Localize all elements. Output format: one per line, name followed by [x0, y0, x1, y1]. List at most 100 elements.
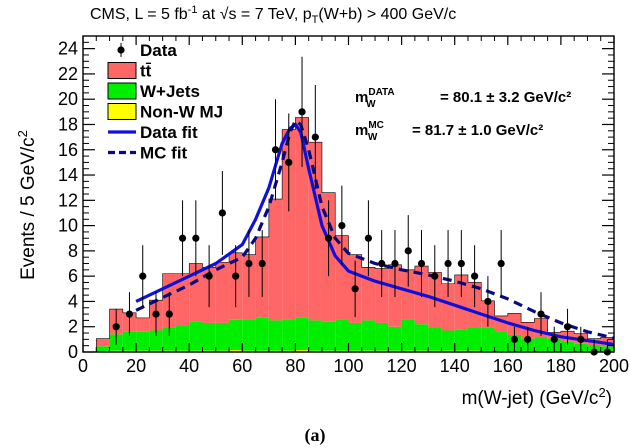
x-tick-label-9: 180	[546, 356, 576, 376]
bar-1-4	[149, 330, 163, 351]
bar-1-7	[189, 321, 203, 351]
bar-1-25	[428, 327, 442, 351]
bar-1-5	[162, 327, 176, 351]
bar-1-35	[560, 341, 575, 352]
title-part-tail: (W+b) > 400 GeV/c	[318, 6, 456, 23]
bar-1-0	[96, 346, 110, 352]
bar-1-3	[136, 331, 150, 351]
bar-2-15	[295, 117, 309, 318]
data-point-8	[218, 209, 226, 217]
stack-series-2	[96, 117, 614, 347]
y-tick-label-2: 4	[68, 291, 78, 311]
data-point-34	[563, 323, 572, 331]
anno-m-mc-sup: MC	[368, 120, 384, 131]
bar-2-14	[282, 129, 296, 320]
data-point-10	[245, 259, 253, 268]
x-tick-label-6: 120	[387, 356, 417, 376]
bar-1-20	[361, 320, 376, 351]
bar-1-33	[534, 337, 548, 352]
x-label-close: )	[606, 388, 612, 409]
data-point-19	[364, 234, 373, 242]
bar-1-18	[335, 319, 349, 351]
figure-caption: (a)	[305, 425, 326, 446]
bar-1-10	[229, 319, 243, 351]
x-tick-label-10: 200	[599, 356, 629, 376]
legend-w-jets-swatch	[107, 82, 137, 100]
legend-tt--label: tt̄	[140, 62, 152, 81]
anno-m-mc: m	[355, 122, 368, 139]
legend-data-label: Data	[140, 41, 177, 60]
y-axis-label: Events / 5 GeV/c2	[15, 130, 39, 280]
plot-area	[95, 56, 615, 356]
y-tick-label-9: 18	[58, 114, 78, 134]
bar-0-10	[229, 350, 243, 352]
legend-data-fit-label: Data fit	[140, 123, 198, 142]
x-axis-label: m(W-jet) (GeV/c2)	[462, 385, 612, 409]
annotation-mc-mass: mMC W = 81.7 ± 1.0 GeV/c²	[355, 120, 543, 143]
data-point-25	[444, 259, 452, 268]
bar-2-9	[215, 262, 230, 323]
data-point-2	[139, 272, 147, 280]
y-tick-label-8: 16	[58, 140, 78, 160]
x-tick-label-8: 160	[493, 356, 523, 376]
bar-1-13	[268, 320, 283, 351]
data-point-6	[192, 234, 200, 242]
bar-1-19	[348, 322, 362, 351]
anno-m-mc-sub: W	[368, 132, 378, 143]
bar-1-11	[242, 319, 256, 351]
x-tick-label-5: 100	[333, 356, 363, 376]
data-point-4	[165, 310, 173, 318]
data-point-3	[152, 310, 160, 318]
y-tick-label-11: 22	[58, 64, 78, 84]
chart-title: CMS, L = 5 fb-1 at √s = 7 TeV, pT(W+b) >…	[90, 4, 456, 26]
data-point-9	[232, 272, 240, 280]
data-point-26	[457, 259, 465, 268]
y-tick-label-0: 0	[68, 342, 78, 362]
legend-mc-fit-label: MC fit	[140, 144, 188, 163]
legend-tt--swatch	[107, 62, 137, 79]
data-point-24	[431, 272, 439, 280]
bar-2-26	[441, 283, 455, 331]
annotation-data-value: = 80.1 ± 3.2 GeV/c²	[440, 89, 571, 106]
bar-1-15	[295, 317, 309, 351]
bar-1-16	[308, 320, 322, 351]
legend-non-w-mj-label: Non-W MJ	[140, 103, 223, 122]
title-part-sqrt: √s = 7 TeV, p	[220, 6, 312, 23]
bar-2-23	[401, 269, 415, 320]
bar-2-27	[454, 274, 468, 330]
bar-1-27	[454, 329, 468, 351]
y-tick-label-10: 20	[58, 89, 78, 109]
bar-1-6	[175, 325, 190, 351]
bar-1-14	[282, 319, 296, 351]
bar-0-15	[295, 350, 309, 352]
x-label-main: m(W-jet) (GeV/c	[462, 388, 599, 409]
bar-2-3	[136, 317, 150, 332]
bar-1-29	[481, 327, 495, 352]
bar-1-2	[122, 331, 137, 351]
bar-1-24	[414, 324, 429, 351]
bar-1-22	[388, 326, 402, 351]
bar-1-17	[321, 321, 336, 351]
data-point-30	[510, 335, 519, 343]
y-tick-label-4: 8	[68, 241, 78, 261]
bar-1-21	[375, 322, 389, 351]
data-point-20	[378, 259, 386, 268]
data-point-7	[205, 272, 213, 280]
bar-2-7	[189, 263, 203, 322]
annotation-data-mass: mDATA W = 80.1 ± 3.2 GeV/c²	[355, 87, 571, 110]
annotation-mc-value: = 81.7 ± 1.0 GeV/c²	[412, 122, 543, 139]
bar-1-26	[441, 330, 455, 351]
y-tick-label-1: 2	[68, 317, 78, 337]
data-point-31	[524, 335, 532, 343]
data-point-11	[258, 259, 266, 268]
data-point-13	[285, 158, 293, 166]
data-point-5	[178, 234, 187, 242]
mc-fit-curve	[135, 119, 615, 340]
bar-2-13	[268, 199, 283, 321]
y-label-main: Events / 5 GeV/c	[18, 137, 39, 280]
x-tick-label-4: 80	[285, 356, 305, 376]
title-part-sub: T	[312, 14, 319, 26]
axes: 0 20 40 60 80 100 120 140 160 180 2000246810121416…	[58, 35, 629, 376]
data-point-22	[404, 247, 412, 255]
